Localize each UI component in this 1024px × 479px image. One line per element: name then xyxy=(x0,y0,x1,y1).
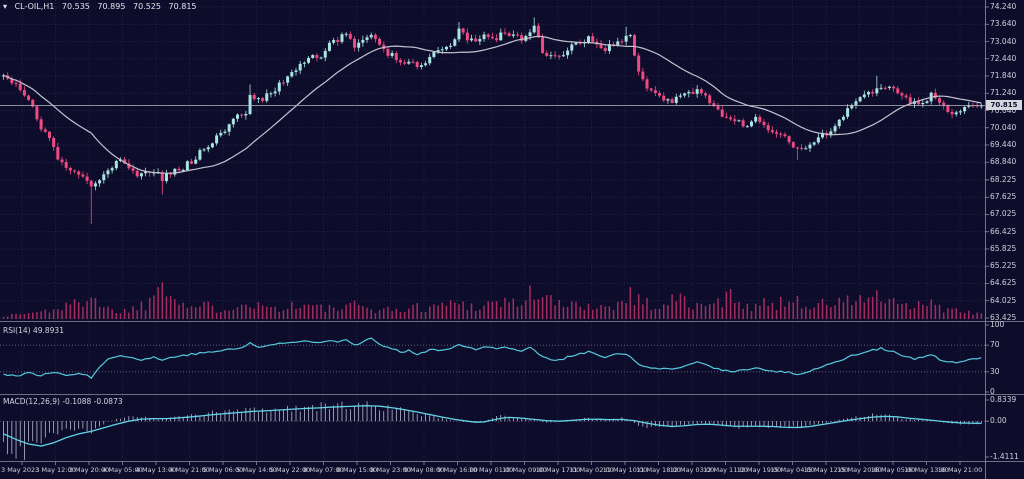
time-axis-label: 16 May 05:00 xyxy=(870,466,916,474)
price-axis-label: 73.040 xyxy=(990,36,1017,46)
time-axis-label: 10 May 09:00 xyxy=(502,466,547,474)
quote-close: 70.815 xyxy=(168,2,197,11)
time-axis-label: 8 May 07:00 xyxy=(303,466,344,474)
current-price-value: 70.815 xyxy=(990,101,1018,110)
current-price-tag: 70.815 xyxy=(986,100,1022,111)
time-axis-label: 16 May 21:00 xyxy=(937,466,983,474)
time-axis-label: 5 May 22:00 xyxy=(269,466,311,474)
price-axis-label: 64.025 xyxy=(990,295,1017,305)
rsi-axis-label: 30 xyxy=(990,366,1000,376)
price-axis-label: 68.840 xyxy=(990,157,1017,167)
time-axis-label: 12 May 03:00 xyxy=(669,466,715,474)
price-axis-label: 70.040 xyxy=(990,122,1017,132)
time-axis-label: 4 May 13:00 xyxy=(135,466,177,474)
rsi-axis-label: 70 xyxy=(990,340,1000,350)
price-axis-label: 69.440 xyxy=(990,140,1017,150)
time-axis-label: 15 May 04:00 xyxy=(770,466,815,474)
price-axis-label: 66.425 xyxy=(990,226,1017,236)
rsi-indicator-label: RSI(14) 49.8931 xyxy=(3,326,64,335)
time-axis-label: 5 May 06:00 xyxy=(202,466,244,474)
time-axis-label: 3 May 2023 xyxy=(1,466,40,474)
time-axis-label: 16 May 13:00 xyxy=(904,466,949,474)
price-axis-label: 65.225 xyxy=(990,261,1017,271)
time-axis-label: 3 May 12:00 xyxy=(35,466,76,474)
price-axis-label: 71.240 xyxy=(990,88,1017,98)
time-axis-label: 10 May 17:00 xyxy=(535,466,581,474)
price-axis-label: 71.840 xyxy=(990,71,1017,80)
quote-open: 70.535 xyxy=(61,2,90,11)
rsi-axis-label: 0 xyxy=(990,387,995,396)
time-axis-label: 5 May 14:00 xyxy=(236,466,277,474)
symbol-timeframe-label: CL-OIL,H1 xyxy=(14,2,55,11)
macd-axis-label: 0.8339 xyxy=(990,395,1017,404)
price-axis-label: 72.440 xyxy=(990,53,1017,63)
price-axis-label: 67.025 xyxy=(990,209,1017,219)
time-axis-label: 4 May 21:00 xyxy=(169,466,210,474)
time-axis-label: 15 May 12:00 xyxy=(803,466,849,474)
macd-indicator-label: MACD(12,26,9) -0.1088 -0.0873 xyxy=(3,397,123,406)
time-axis-label: 9 May 08:00 xyxy=(403,466,445,474)
time-axis-label: 9 May 16:00 xyxy=(437,466,478,474)
time-axis-label: 8 May 23:00 xyxy=(370,466,411,474)
time-axis-label: 10 May 01:00 xyxy=(468,466,514,474)
time-axis-label: 11 May 18:00 xyxy=(636,466,681,474)
quote-low: 70.525 xyxy=(132,2,161,11)
time-axis-label: 15 May 20:00 xyxy=(837,466,882,474)
time-axis-label: 3 May 20:00 xyxy=(68,466,110,474)
price-axis-label: 65.825 xyxy=(990,243,1017,253)
macd-axis-label: -1.4111 xyxy=(990,452,1019,461)
price-axis-label: 73.640 xyxy=(990,19,1017,29)
price-axis-label: 63.425 xyxy=(990,312,1017,322)
macd-axis-label: 0.00 xyxy=(990,416,1007,426)
chart-header: ▾ CL-OIL,H1 70.535 70.895 70.525 70.815 xyxy=(3,2,202,11)
time-axis-label: 12 May 19:00 xyxy=(736,466,782,474)
price-axis-label: 64.625 xyxy=(990,278,1017,288)
price-axis-label: 68.225 xyxy=(990,174,1017,184)
rsi-axis-label: 100 xyxy=(990,320,1005,329)
collapse-quote-icon[interactable]: ▾ xyxy=(3,2,8,11)
time-axis-label: 8 May 15:00 xyxy=(336,466,378,474)
time-axis-label: 12 May 11:00 xyxy=(703,466,748,474)
time-axis-label: 11 May 02:00 xyxy=(569,466,614,474)
quote-high: 70.895 xyxy=(97,2,126,11)
time-axis-label: 4 May 05:00 xyxy=(102,466,143,474)
price-axis-label: 74.240 xyxy=(990,2,1017,11)
price-axis-label: 67.625 xyxy=(990,192,1017,202)
time-axis-label: 11 May 10:00 xyxy=(602,466,648,474)
